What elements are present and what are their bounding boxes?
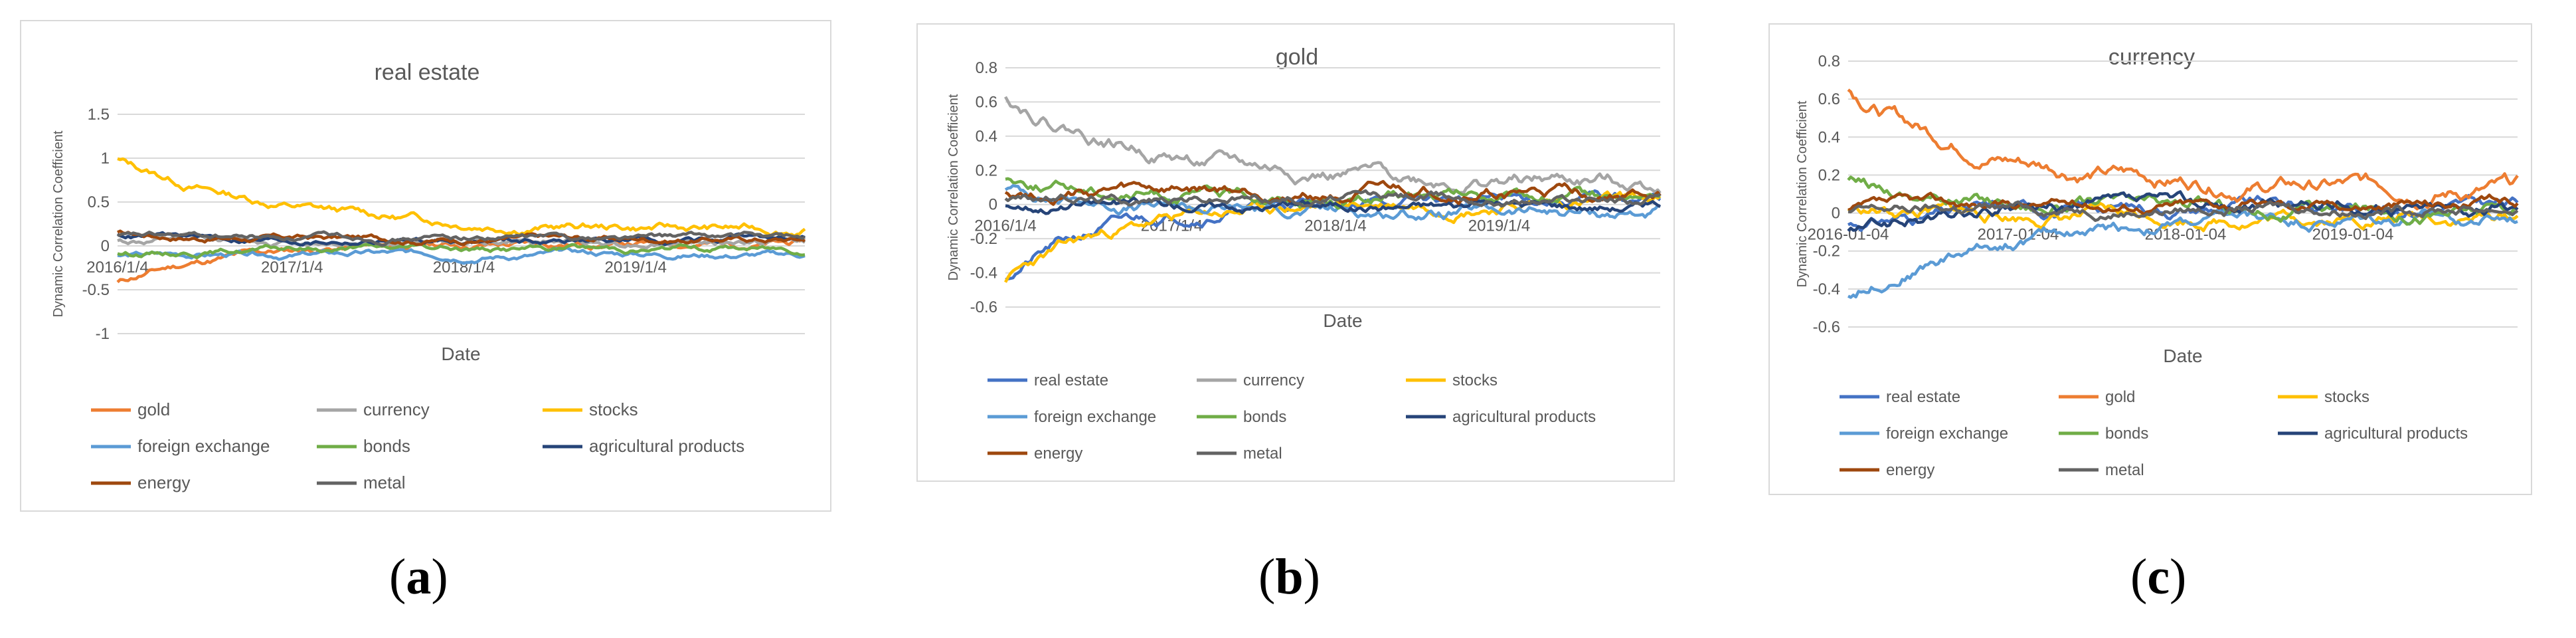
y-tick-label: -0.5 [82, 281, 110, 299]
legend-label-energy: energy [1886, 461, 1934, 479]
legend-label-bonds: bonds [2105, 425, 2148, 443]
legend-label-agricultural-products: agricultural products [2324, 425, 2468, 443]
series-line-bonds [117, 243, 806, 260]
x-axis-label: Date [2163, 346, 2202, 366]
y-tick-label: -0.6 [970, 298, 997, 316]
series-line-gold [1847, 88, 2519, 211]
y-tick-label: -0.4 [970, 265, 997, 282]
legend-label-agricultural-products: agricultural products [589, 436, 744, 456]
chart-title: currency [2108, 45, 2195, 70]
x-tick-label: 2019/1/4 [605, 259, 667, 276]
x-tick-label: 2016/1/4 [974, 217, 1036, 235]
legend-label-real-estate: real estate [1886, 388, 1960, 406]
y-tick-label: 0 [989, 196, 997, 214]
x-tick-label: 2019/1/4 [1468, 217, 1530, 235]
y-tick-label: -0.6 [1813, 318, 1840, 336]
legend-label-bonds: bonds [1243, 408, 1286, 426]
x-tick-label: 2019-01-04 [2312, 226, 2394, 244]
x-tick-label: 2017-01-04 [1978, 226, 2059, 244]
legend-label-gold: gold [2105, 388, 2135, 406]
y-tick-label: 0.2 [1818, 166, 1840, 184]
legend-label-agricultural-products: agricultural products [1452, 408, 1596, 426]
series-line-metal [117, 230, 806, 247]
legend-label-energy: energy [137, 473, 191, 492]
y-axis-label: Dynamic Correlation Coefficient [946, 94, 961, 280]
chart-svg-real-estate: real estate 1.5 1 0.5 0 -0.5 -1 Dynamic Correla… [51, 60, 806, 492]
legend-label-metal: metal [1243, 445, 1282, 463]
caption-a: (a) [389, 549, 448, 605]
caption-c: (c) [2130, 549, 2187, 605]
legend-label-foreign-exchange: foreign exchange [137, 436, 270, 456]
y-tick-label: 0.6 [1818, 90, 1840, 108]
caption-b: (b) [1258, 549, 1320, 605]
legend-label-foreign-exchange: foreign exchange [1034, 408, 1156, 426]
x-tick-label: 2018/1/4 [1304, 217, 1366, 235]
series-line-currency [1004, 96, 1662, 195]
x-axis-label: Date [441, 344, 480, 364]
y-tick-label: -0.2 [1813, 243, 1840, 261]
y-tick-label: 0.4 [1818, 128, 1840, 146]
chart-title: gold [1276, 45, 1318, 70]
x-tick-label: 2018-01-04 [2145, 226, 2227, 244]
chart-title: real estate [375, 60, 480, 85]
y-axis-label: Dynamic Correlation Coefficient [51, 130, 66, 317]
y-tick-label: -1 [96, 325, 110, 343]
legend-label-currency: currency [363, 399, 430, 419]
legend-label-foreign-exchange: foreign exchange [1886, 425, 2008, 443]
y-tick-label: 0.2 [976, 161, 997, 179]
series-line-stocks [117, 157, 806, 238]
legend-label-stocks: stocks [1452, 372, 1498, 389]
y-tick-label: 0.8 [976, 59, 997, 77]
legend-label-gold: gold [137, 399, 170, 419]
chart-svg-currency: currency 0.8 0.6 0.4 0.2 0 -0.2 -0.4 -0.6 Dynamic… [1795, 45, 2519, 479]
series-line-foreign-exchange [1004, 184, 1661, 221]
legend-label-metal: metal [363, 473, 406, 492]
series-line-metal [1847, 200, 2519, 222]
y-tick-label: 0.5 [88, 193, 110, 211]
series-line-agricultural-products [1005, 196, 1662, 215]
chart-svg-gold: gold 0.8 0.6 0.4 0.2 0 -0.2 -0.4 -0.6 Dynamic Cor… [946, 45, 1662, 463]
y-tick-label: 1.5 [88, 106, 110, 124]
y-tick-label: 0.4 [976, 128, 997, 146]
x-tick-label: 2016-01-04 [1808, 226, 1889, 244]
chart-panel-currency: currency 0.8 0.6 0.4 0.2 0 -0.2 -0.4 -0.6 Dynamic… [1768, 23, 2532, 495]
y-tick-label: 0 [101, 237, 110, 255]
legend-label-bonds: bonds [363, 436, 410, 456]
legend-label-stocks: stocks [2324, 388, 2369, 406]
y-tick-label: 0.6 [976, 93, 997, 111]
legend-label-energy: energy [1034, 445, 1082, 463]
chart-panel-real-estate: real estate 1.5 1 0.5 0 -0.5 -1 Dynamic Correla… [20, 20, 831, 512]
series-line-metal [1004, 189, 1662, 208]
legend-label-real-estate: real estate [1034, 372, 1108, 389]
x-tick-label: 2017/1/4 [261, 259, 323, 276]
legend-label-metal: metal [2105, 461, 2144, 479]
y-tick-label: 1 [101, 150, 110, 167]
y-tick-label: 0 [1832, 205, 1840, 223]
y-tick-label: -0.2 [970, 230, 997, 248]
y-tick-label: 0.8 [1818, 53, 1840, 70]
legend-label-currency: currency [1243, 372, 1304, 389]
series-line-energy [1847, 191, 2519, 217]
legend-label-stocks: stocks [589, 399, 638, 419]
chart-panel-gold: gold 0.8 0.6 0.4 0.2 0 -0.2 -0.4 -0.6 Dynamic Cor… [916, 23, 1675, 482]
x-tick-label: 2016/1/4 [86, 259, 148, 276]
y-tick-label: -0.4 [1813, 280, 1840, 298]
x-axis-label: Date [1323, 310, 1362, 331]
y-axis-label: Dynamic Correlation Coefficient [1795, 100, 1810, 287]
